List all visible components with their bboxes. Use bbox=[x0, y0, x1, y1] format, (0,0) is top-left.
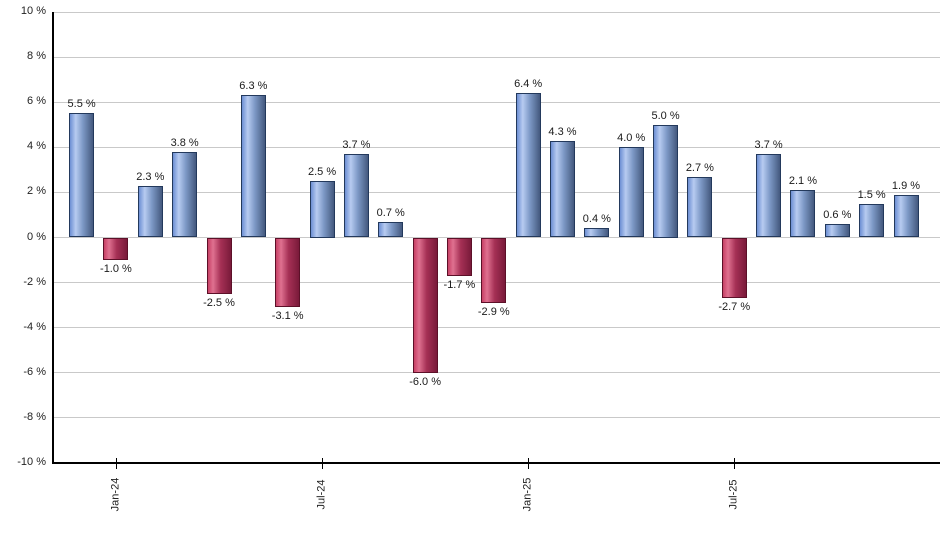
bar[interactable] bbox=[481, 237, 507, 303]
y-axis-tick-label: 10 % bbox=[20, 5, 46, 17]
bar-value-label: 2.1 % bbox=[788, 175, 817, 188]
y-axis-tick-label: 8 % bbox=[27, 50, 46, 63]
bar[interactable] bbox=[69, 113, 95, 238]
x-axis-tick-label: Jul-24 bbox=[315, 479, 328, 510]
bar-value-label: 6.4 % bbox=[514, 78, 543, 91]
y-axis-tick-label: 2 % bbox=[27, 185, 46, 198]
bar-value-label: 1.5 % bbox=[857, 188, 886, 201]
y-axis-tick-label: 6 % bbox=[27, 95, 46, 108]
bar-value-label: 4.3 % bbox=[548, 125, 577, 138]
bar[interactable] bbox=[343, 154, 369, 238]
bar-value-label: 0.7 % bbox=[376, 206, 405, 219]
bar-value-label: 2.7 % bbox=[685, 161, 714, 174]
bar[interactable] bbox=[824, 223, 850, 238]
bar[interactable] bbox=[378, 221, 404, 238]
bar-value-label: 4.0 % bbox=[617, 132, 646, 145]
gridline bbox=[54, 417, 940, 419]
gridline bbox=[54, 327, 940, 329]
y-axis-line bbox=[52, 12, 54, 464]
bar[interactable] bbox=[584, 228, 610, 238]
bar-value-label: 3.7 % bbox=[754, 139, 783, 152]
bar[interactable] bbox=[756, 154, 782, 238]
bar-value-label: -2.7 % bbox=[718, 301, 751, 314]
gridline bbox=[54, 56, 940, 58]
bar[interactable] bbox=[618, 147, 644, 238]
bar[interactable] bbox=[206, 237, 232, 294]
gridline bbox=[54, 191, 940, 193]
gridline bbox=[54, 372, 940, 374]
bar-value-label: -1.7 % bbox=[443, 278, 476, 291]
gridline bbox=[54, 101, 940, 103]
x-axis-tick bbox=[115, 458, 117, 469]
bar-value-label: -1.0 % bbox=[100, 263, 132, 276]
y-axis-tick-label: -10 % bbox=[17, 456, 46, 468]
x-axis-tick-label: Jan-24 bbox=[109, 477, 122, 512]
bar[interactable] bbox=[172, 151, 198, 238]
y-axis-tick-label: -2 % bbox=[23, 275, 46, 288]
y-axis-tick-label: 0 % bbox=[27, 230, 46, 243]
x-axis-tick-label: Jul-25 bbox=[727, 479, 740, 510]
x-axis-tick bbox=[322, 458, 324, 469]
y-axis-tick-label: -6 % bbox=[23, 365, 46, 378]
bar-value-label: 2.3 % bbox=[136, 170, 165, 183]
bar[interactable] bbox=[240, 95, 266, 238]
bar-value-label: -2.5 % bbox=[203, 296, 235, 309]
x-axis-tick-label: Jan-25 bbox=[521, 477, 534, 512]
bar-value-label: 3.7 % bbox=[342, 139, 371, 152]
x-axis-tick bbox=[734, 458, 736, 469]
bar[interactable] bbox=[309, 181, 335, 238]
bar-value-label: -6.0 % bbox=[409, 375, 441, 388]
bar[interactable] bbox=[653, 124, 679, 238]
bar[interactable] bbox=[446, 237, 472, 276]
x-axis-line bbox=[52, 462, 940, 464]
bar[interactable] bbox=[687, 176, 713, 238]
bar[interactable] bbox=[721, 237, 747, 299]
gridline bbox=[54, 146, 940, 148]
y-axis-tick-label: -8 % bbox=[23, 410, 46, 423]
bar[interactable] bbox=[859, 203, 885, 238]
bar-value-label: 0.4 % bbox=[582, 213, 611, 226]
y-axis-tick-label: -4 % bbox=[23, 320, 46, 333]
y-axis-tick-label: 4 % bbox=[27, 140, 46, 153]
bar[interactable] bbox=[893, 194, 919, 238]
gridline bbox=[54, 11, 940, 13]
bar-value-label: 5.0 % bbox=[651, 109, 680, 122]
bar[interactable] bbox=[550, 140, 575, 238]
bar-value-label: -3.1 % bbox=[271, 310, 304, 323]
bar[interactable] bbox=[137, 185, 163, 238]
bar[interactable] bbox=[275, 237, 301, 308]
bar[interactable] bbox=[412, 237, 438, 373]
bar[interactable] bbox=[103, 237, 129, 261]
bar-value-label: 2.5 % bbox=[307, 166, 337, 179]
bar-value-label: 3.8 % bbox=[170, 136, 199, 149]
bar-value-label: -2.9 % bbox=[477, 305, 510, 318]
bar-value-label: 5.5 % bbox=[67, 98, 96, 111]
bar[interactable] bbox=[790, 190, 816, 238]
bar-value-label: 1.9 % bbox=[891, 179, 921, 192]
x-axis-tick bbox=[528, 458, 530, 469]
bar-value-label: 0.6 % bbox=[823, 208, 852, 221]
bar-value-label: 6.3 % bbox=[239, 80, 268, 93]
bar[interactable] bbox=[515, 93, 541, 238]
